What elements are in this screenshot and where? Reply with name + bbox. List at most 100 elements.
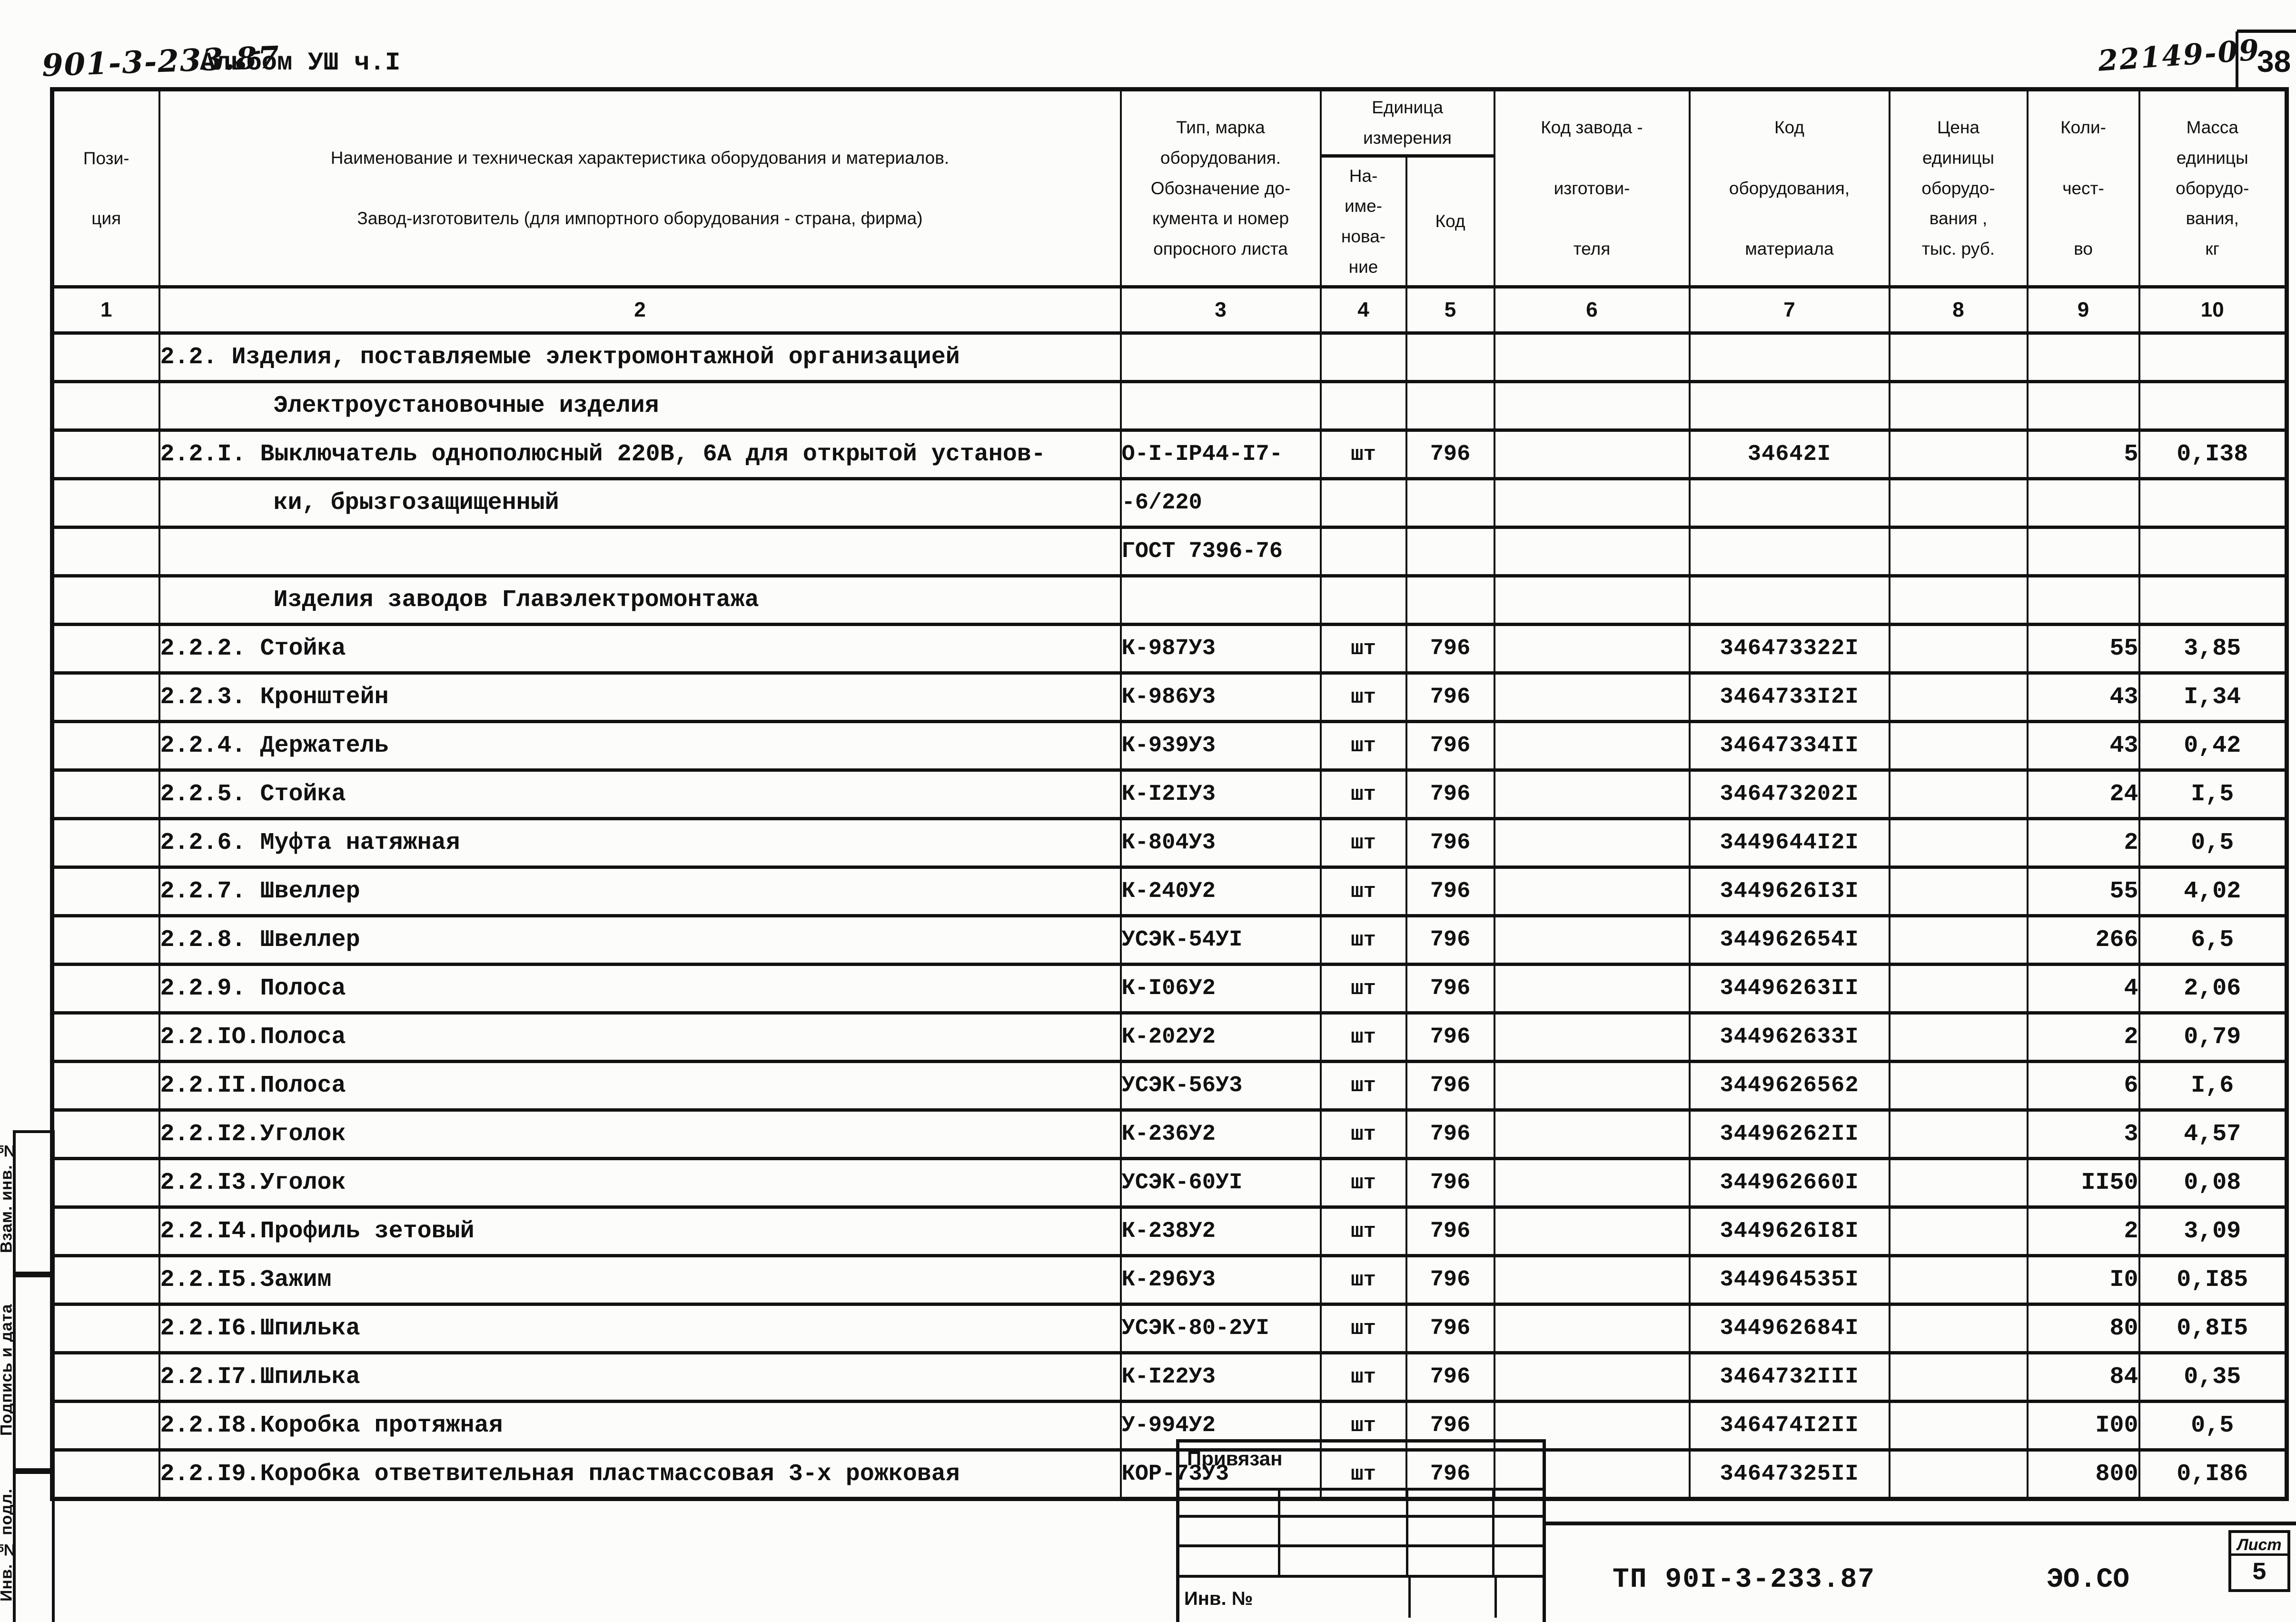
sheet-corner-hline: [2237, 30, 2296, 33]
cell-price: [1888, 720, 2029, 772]
cell-unit-name: шт: [1319, 963, 1407, 1015]
cell-equip-code: [1688, 331, 1890, 383]
cell-price: [1888, 1400, 2029, 1452]
binding-stamp-box: Привязан Инв. №: [1176, 1439, 1546, 1622]
cell-position: [51, 477, 160, 529]
cell-mass: 0,42: [2138, 720, 2288, 772]
cell-plant-code: [1493, 623, 1691, 675]
cell-qty: 80: [2026, 1303, 2140, 1354]
cell-mass: [2138, 574, 2288, 626]
cell-plant-code: [1493, 380, 1691, 432]
cell-mass: 3,09: [2138, 1205, 2288, 1257]
cell-name: Электроустановочные изделия: [158, 380, 1122, 432]
cell-type-mark: К-202У2: [1119, 1011, 1322, 1063]
cell-price: [1888, 623, 2029, 675]
cell-qty: 6: [2026, 1060, 2140, 1112]
cell-qty: 84: [2026, 1351, 2140, 1403]
cell-plant-code: [1493, 1011, 1691, 1063]
cell-equip-code: 3464732III: [1688, 1351, 1890, 1403]
cell-position: [51, 380, 160, 432]
stamp-cell: [1278, 1547, 1406, 1575]
sheet-number-box: Лист 5: [2228, 1530, 2290, 1592]
cell-mass: 4,57: [2138, 1108, 2288, 1160]
cell-unit-name: [1319, 477, 1407, 529]
cell-name: 2.2. Изделия, поставляемые электромонтаж…: [158, 331, 1122, 383]
cell-type-mark: УСЭК-60УI: [1119, 1157, 1322, 1209]
cell-position: [51, 1303, 160, 1354]
cell-name: Изделия заводов Главэлектромонтажа: [158, 574, 1122, 626]
cell-position: [51, 963, 160, 1015]
cell-type-mark: [1119, 574, 1322, 626]
header-position: Пози- ция: [51, 88, 160, 289]
cell-price: [1888, 428, 2029, 480]
cell-mass: 3,85: [2138, 623, 2288, 675]
cell-type-mark: К-I06У2: [1119, 963, 1322, 1015]
cell-unit-code: 796: [1405, 720, 1495, 772]
cell-position: [51, 526, 160, 577]
cell-name: ки, брызгозащищенный: [158, 477, 1122, 529]
cell-unit-code: 796: [1405, 428, 1495, 480]
cell-name: 2.2.I3.Уголок: [158, 1157, 1122, 1209]
cell-equip-code: 346473322I: [1688, 623, 1890, 675]
cell-unit-code: 796: [1405, 1400, 1495, 1452]
cell-plant-code: [1493, 526, 1691, 577]
equipment-spec-table: Пози- ция Наименование и техническая хар…: [50, 87, 2289, 1501]
cell-type-mark: УСЭК-56У3: [1119, 1060, 1322, 1112]
table-row: 2.2.3. Кронштейн К-986У3 шт 796 3464733I…: [51, 671, 2288, 723]
cell-name: 2.2.2. Стойка: [158, 623, 1122, 675]
cell-equip-code: [1688, 526, 1890, 577]
cell-equip-code: 3464733I2I: [1688, 671, 1890, 723]
cell-position: [51, 720, 160, 772]
cell-mass: 0,5: [2138, 817, 2288, 869]
cell-type-mark: К-I2IУ3: [1119, 768, 1322, 820]
cell-position: [51, 1254, 160, 1306]
cell-type-mark: К-240У2: [1119, 866, 1322, 917]
cell-mass: [2138, 380, 2288, 432]
table-row: 2.2.8. Швеллер УСЭК-54УI шт 796 34496265…: [51, 914, 2288, 966]
cell-type-mark: К-238У2: [1119, 1205, 1322, 1257]
cell-qty: 266: [2026, 914, 2140, 966]
cell-position: [51, 1351, 160, 1403]
col-num: 7: [1688, 285, 1890, 335]
header-plant-code: Код завода - изготови- теля: [1493, 88, 1691, 289]
col-num: 2: [158, 285, 1122, 335]
cell-equip-code: [1688, 574, 1890, 626]
cell-unit-name: шт: [1319, 914, 1407, 966]
cell-qty: 43: [2026, 720, 2140, 772]
cell-unit-code: 796: [1405, 817, 1495, 869]
col-num: 6: [1493, 285, 1691, 335]
cell-name: 2.2.4. Держатель: [158, 720, 1122, 772]
table-row: 2.2.7. Швеллер К-240У2 шт 796 3449626I3I…: [51, 866, 2288, 917]
cell-unit-name: шт: [1319, 1448, 1407, 1501]
cell-type-mark: К-939У3: [1119, 720, 1322, 772]
cell-position: [51, 1400, 160, 1452]
header-unit-name: На- име- нова- ние: [1319, 154, 1407, 289]
col-num: 3: [1119, 285, 1322, 335]
cell-qty: [2026, 574, 2140, 626]
col-num: 5: [1405, 285, 1495, 335]
cell-position: [51, 1060, 160, 1112]
album-title: Альбом УШ ч.I: [200, 49, 401, 78]
cell-unit-code: [1405, 526, 1495, 577]
cell-unit-code: [1405, 574, 1495, 626]
cell-name: 2.2.6. Муфта натяжная: [158, 817, 1122, 869]
cell-plant-code: [1493, 1108, 1691, 1160]
cell-qty: 55: [2026, 866, 2140, 917]
cell-equip-code: 34647325II: [1688, 1448, 1890, 1501]
cell-plant-code: [1493, 768, 1691, 820]
cell-unit-name: шт: [1319, 1108, 1407, 1160]
cell-unit-code: [1405, 380, 1495, 432]
cell-equip-code: 344962684I: [1688, 1303, 1890, 1354]
cell-plant-code: [1493, 817, 1691, 869]
cell-type-mark: К-296У3: [1119, 1254, 1322, 1306]
cell-unit-code: 796: [1405, 1108, 1495, 1160]
cell-qty: [2026, 477, 2140, 529]
cell-qty: 2: [2026, 1011, 2140, 1063]
cell-type-mark: [1119, 331, 1322, 383]
table-row: 2.2.9. Полоса К-I06У2 шт 796 34496263II …: [51, 963, 2288, 1015]
cell-unit-name: шт: [1319, 1351, 1407, 1403]
header-price: Цена единицы оборудо- вания , тыс. руб.: [1888, 88, 2029, 289]
stamp-cell: [1492, 1491, 1543, 1515]
cell-mass: I,34: [2138, 671, 2288, 723]
cell-price: [1888, 1157, 2029, 1209]
